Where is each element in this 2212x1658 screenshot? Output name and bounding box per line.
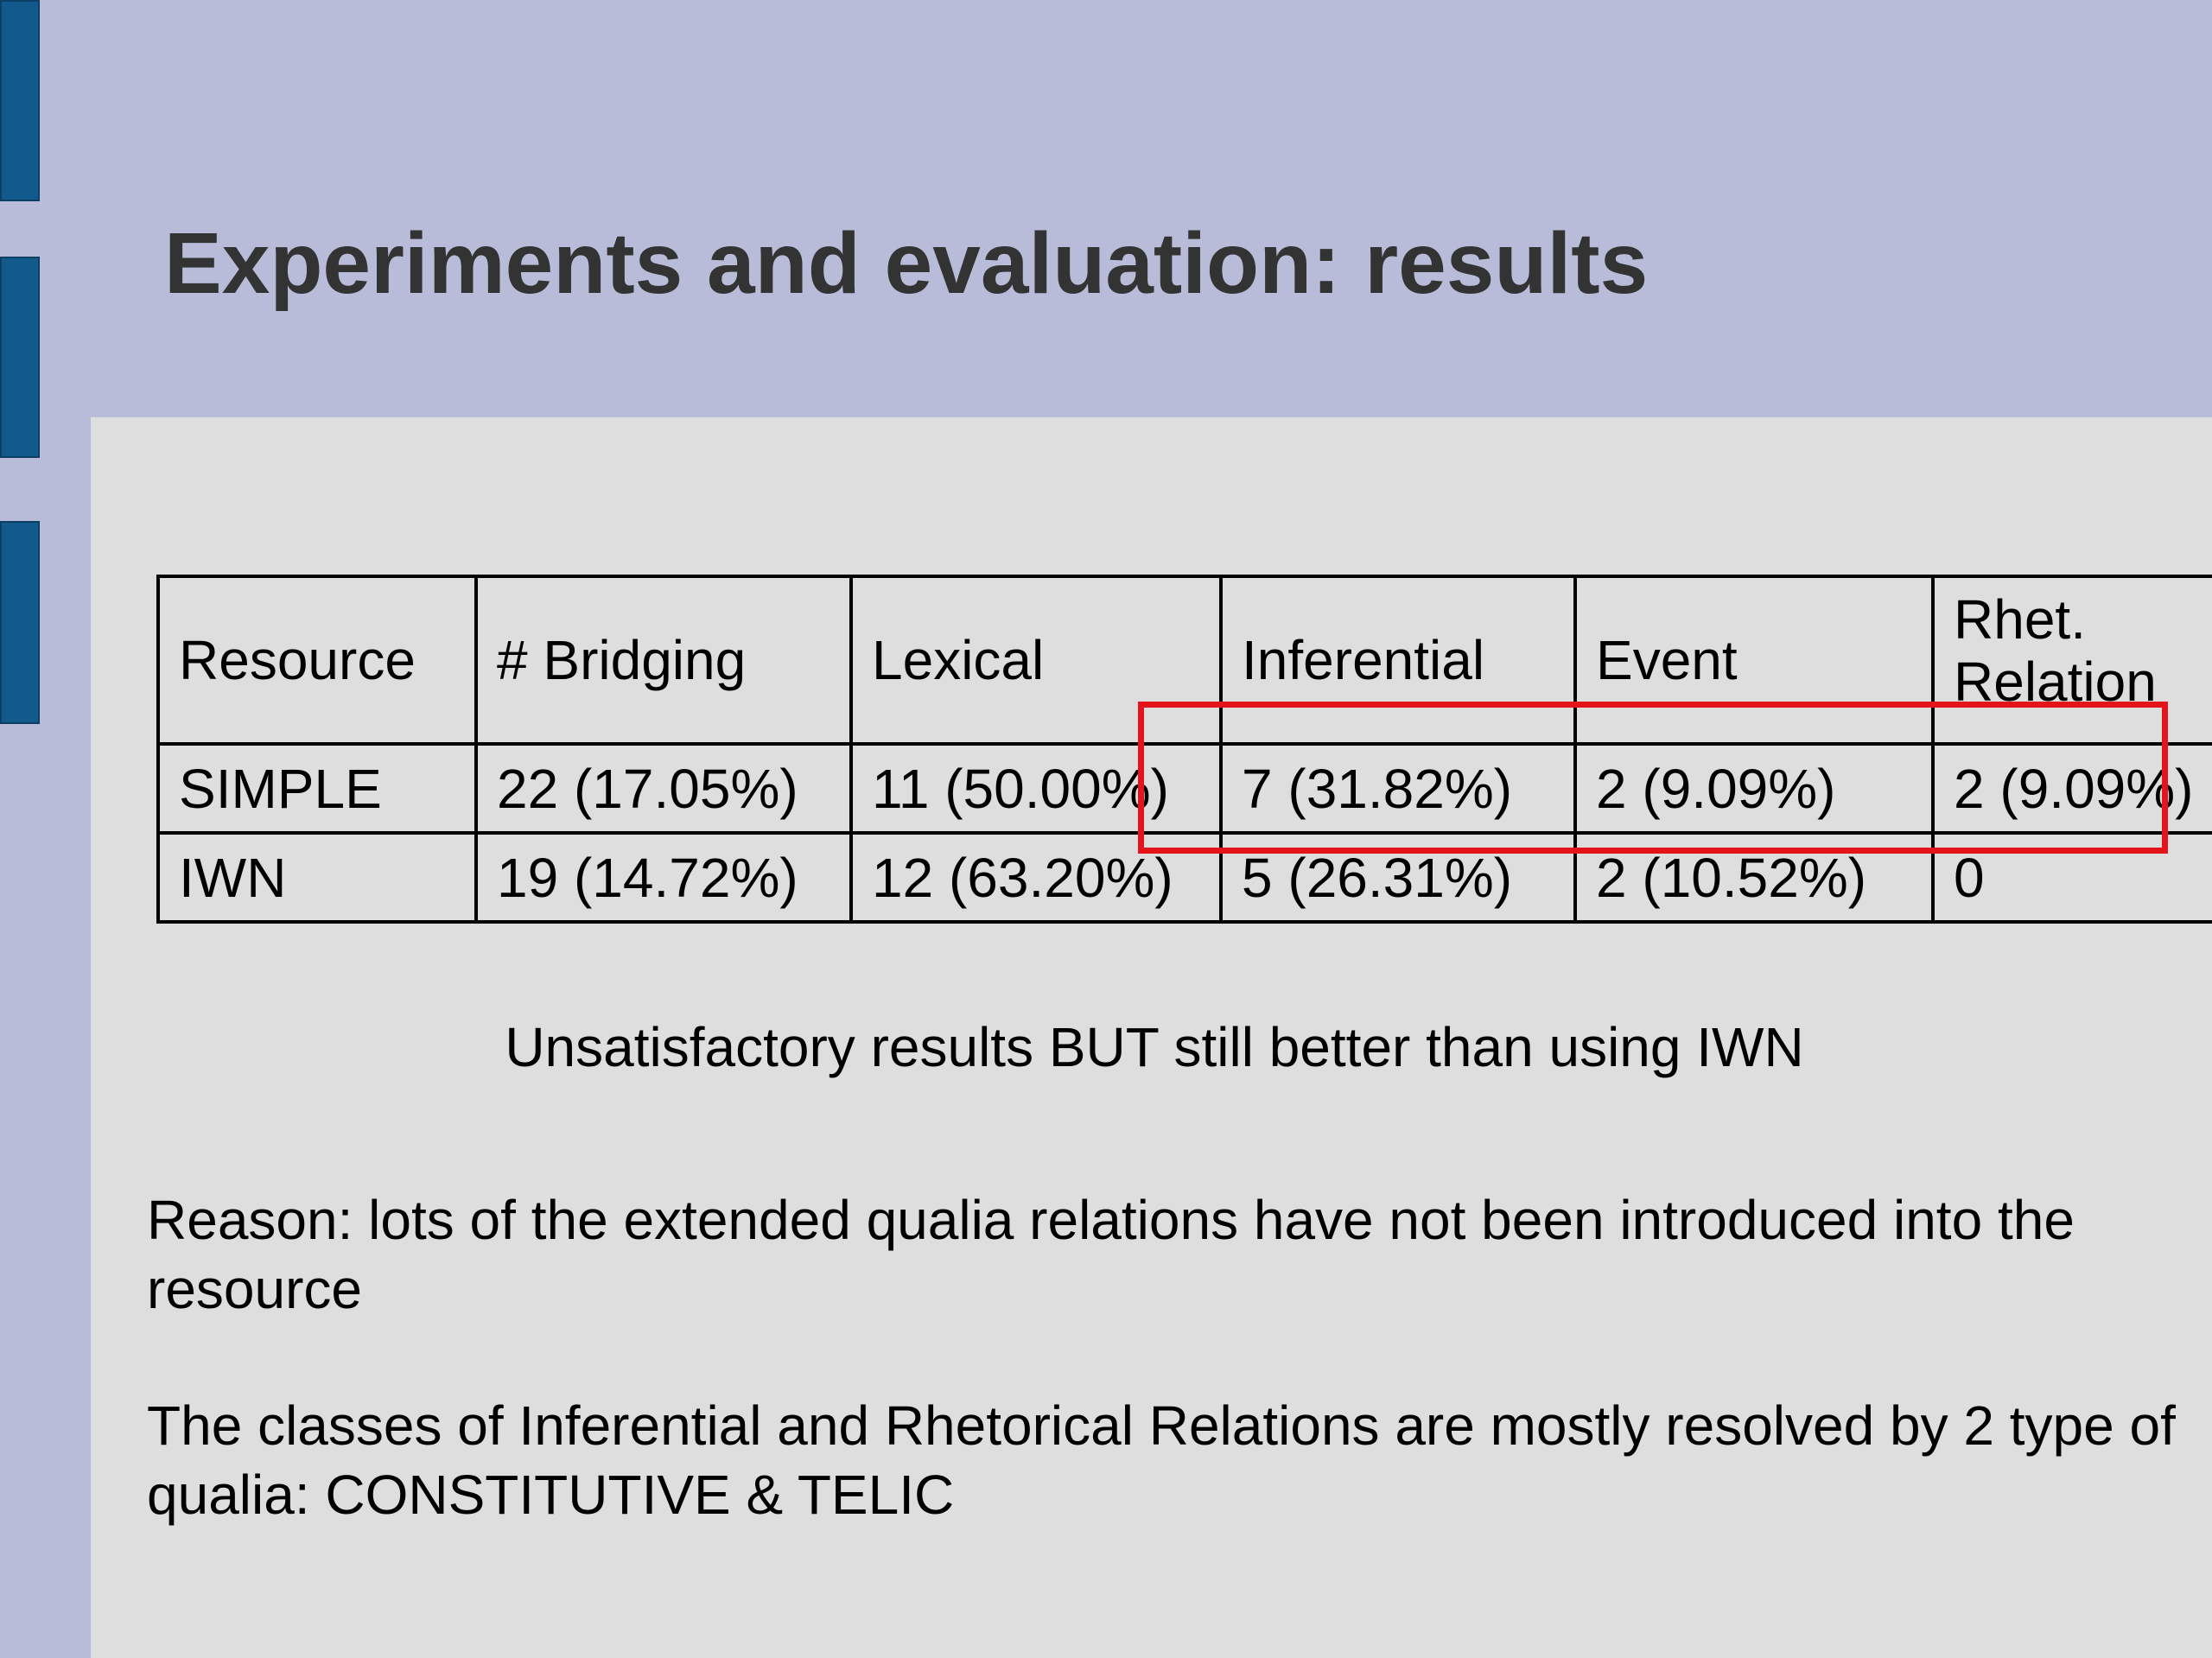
table-row: SIMPLE 22 (17.05%) 11 (50.00%) 7 (31.82%…: [156, 742, 2212, 835]
cell-resource: SIMPLE: [156, 742, 478, 835]
summary-note: Unsatisfactory results BUT still better …: [505, 1016, 1804, 1078]
highlight-box: [1138, 702, 2168, 854]
cell-resource: IWN: [156, 831, 478, 924]
cell-event: 2 (9.09%): [1573, 742, 1935, 835]
cell-lexical: 12 (63.20%): [849, 831, 1223, 924]
cell-inferential: 5 (26.31%): [1219, 831, 1577, 924]
header-event: Event: [1573, 575, 1935, 746]
cell-lexical: 11 (50.00%): [849, 742, 1223, 835]
results-table: Resource # Bridging Lexical Inferential …: [156, 575, 2212, 924]
cell-bridging: 19 (14.72%): [474, 831, 853, 924]
slide-title: Experiments and evaluation: results: [164, 215, 1649, 312]
side-tab-decoration: [0, 521, 40, 724]
cell-inferential: 7 (31.82%): [1219, 742, 1577, 835]
classes-paragraph: The classes of Inferential and Rhetorica…: [147, 1394, 2176, 1526]
side-tab-decoration: [0, 0, 40, 201]
header-lexical: Lexical: [849, 575, 1223, 746]
table-row: IWN 19 (14.72%) 12 (63.20%) 5 (26.31%) 2…: [156, 831, 2212, 924]
header-inferential: Inferential: [1219, 575, 1577, 746]
header-bridging: # Bridging: [474, 575, 853, 746]
cell-bridging: 22 (17.05%): [474, 742, 853, 835]
table-header-row: Resource # Bridging Lexical Inferential …: [156, 575, 2212, 746]
header-resource: Resource: [156, 575, 478, 746]
reason-paragraph: Reason: lots of the extended qualia rela…: [147, 1189, 2075, 1320]
cell-event: 2 (10.52%): [1573, 831, 1935, 924]
side-tab-decoration: [0, 257, 40, 458]
